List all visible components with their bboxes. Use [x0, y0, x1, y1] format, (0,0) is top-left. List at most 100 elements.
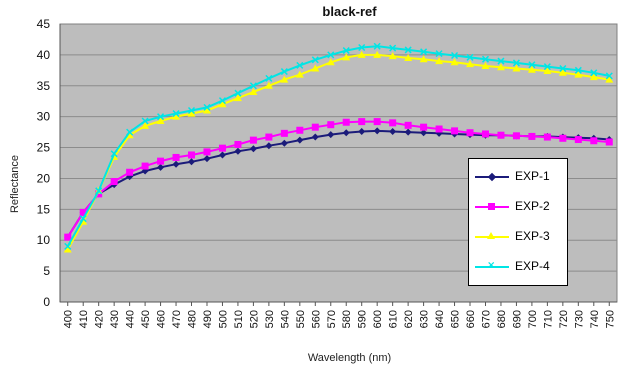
data-point-exp-4	[559, 64, 567, 73]
data-point-exp-3	[295, 70, 304, 78]
y-tick-label: 30	[37, 110, 51, 124]
data-point-exp-4	[497, 57, 505, 65]
data-point-exp-2	[95, 190, 103, 198]
data-point-exp-4	[249, 82, 257, 90]
x-tick-label: 610	[388, 310, 400, 328]
data-point-exp-4	[466, 53, 474, 61]
legend-label-exp-1: EXP-1	[515, 169, 550, 183]
x-marker-icon: ×	[487, 260, 496, 271]
x-tick-label: 700	[527, 310, 539, 328]
data-point-exp-4	[590, 69, 598, 77]
data-point-exp-2	[203, 148, 211, 156]
data-point-exp-3	[264, 81, 273, 89]
data-point-exp-2	[110, 178, 118, 186]
x-tick-label: 580	[341, 310, 353, 328]
data-point-exp-4	[234, 89, 242, 97]
data-point-exp-1	[234, 147, 242, 155]
data-point-exp-2	[373, 118, 381, 126]
x-tick-label: 550	[295, 310, 307, 328]
data-point-exp-4	[110, 150, 118, 158]
x-tick-label: 680	[496, 310, 508, 328]
data-point-exp-2	[157, 157, 165, 165]
data-point-exp-4	[172, 110, 180, 118]
x-tick-label: 420	[94, 310, 106, 328]
data-point-exp-3	[233, 94, 242, 102]
x-tick-label: 620	[403, 310, 415, 328]
data-point-exp-4	[574, 66, 582, 74]
legend-label-exp-3: EXP-3	[515, 229, 550, 243]
data-point-exp-4	[404, 46, 412, 54]
data-point-exp-2	[296, 126, 304, 134]
data-point-exp-4	[358, 43, 366, 52]
triangle-marker-icon	[487, 232, 495, 239]
y-tick-label: 20	[37, 171, 51, 185]
x-tick-label: 490	[202, 310, 214, 328]
x-tick-label: 560	[310, 310, 322, 328]
data-point-exp-2	[451, 127, 459, 135]
legend-label-exp-2: EXP-2	[515, 199, 550, 213]
data-point-exp-3	[373, 50, 382, 58]
data-point-exp-2	[435, 125, 443, 133]
x-tick-label: 440	[125, 310, 137, 328]
data-point-exp-3	[512, 64, 521, 72]
x-tick-label: 660	[465, 310, 477, 328]
data-point-exp-1	[249, 145, 257, 153]
series-line-exp-4	[66, 45, 610, 247]
data-point-exp-3	[388, 52, 397, 60]
x-tick-label: 430	[109, 310, 121, 328]
data-point-exp-1	[265, 142, 273, 150]
data-point-exp-1	[358, 127, 366, 135]
data-point-exp-2	[497, 131, 505, 139]
series-lines	[63, 42, 614, 253]
y-tick-label: 40	[37, 48, 51, 62]
data-point-exp-2	[327, 121, 335, 129]
data-point-exp-3	[311, 64, 320, 72]
data-point-exp-1	[311, 133, 319, 141]
data-point-exp-4	[296, 61, 304, 69]
data-point-exp-3	[357, 50, 366, 58]
legend-item-exp-3: EXP-3	[469, 227, 569, 247]
data-point-exp-3	[496, 63, 505, 71]
data-point-exp-2	[64, 233, 72, 241]
data-point-exp-1	[404, 128, 412, 136]
data-point-exp-1	[157, 163, 165, 171]
data-point-exp-3	[605, 75, 614, 83]
data-point-exp-2	[605, 138, 613, 146]
data-point-exp-4	[481, 55, 490, 63]
legend: EXP-1 EXP-2 EXP-3 × EXP-4	[468, 158, 568, 286]
data-point-exp-4	[420, 48, 428, 56]
data-point-exp-2	[234, 140, 242, 148]
data-point-exp-1	[327, 131, 335, 139]
y-tick-label: 10	[37, 233, 51, 247]
data-point-exp-3	[466, 60, 475, 68]
data-point-exp-2	[481, 130, 489, 138]
data-point-exp-4	[203, 103, 211, 111]
legend-item-exp-1: EXP-1	[469, 167, 569, 187]
data-point-exp-4	[543, 63, 551, 71]
x-tick-label: 630	[419, 310, 431, 328]
y-tick-label: 25	[37, 141, 51, 155]
x-tick-label: 480	[187, 310, 199, 328]
x-tick-label: 570	[326, 310, 338, 328]
legend-item-exp-2: EXP-2	[469, 197, 569, 217]
x-tick-label: 600	[372, 310, 384, 328]
data-point-exp-3	[404, 53, 413, 61]
data-point-exp-4	[141, 117, 149, 125]
data-point-exp-4	[528, 61, 536, 69]
x-tick-label: 750	[604, 310, 616, 328]
diamond-marker-icon	[487, 172, 497, 182]
data-point-exp-1	[373, 127, 381, 135]
x-tick-label: 690	[511, 310, 523, 328]
data-point-exp-2	[172, 153, 180, 161]
x-tick-label: 470	[171, 310, 183, 328]
data-point-exp-3	[543, 66, 552, 74]
chart-title: black-ref	[322, 4, 377, 19]
x-tick-label: 740	[589, 310, 601, 328]
data-point-exp-3	[326, 58, 335, 66]
x-tick-label: 450	[140, 310, 152, 328]
data-point-exp-4	[157, 113, 165, 121]
y-tick-label: 15	[37, 202, 51, 216]
data-point-exp-1	[188, 158, 196, 166]
data-point-exp-3	[63, 245, 72, 253]
data-point-exp-4	[311, 56, 319, 64]
